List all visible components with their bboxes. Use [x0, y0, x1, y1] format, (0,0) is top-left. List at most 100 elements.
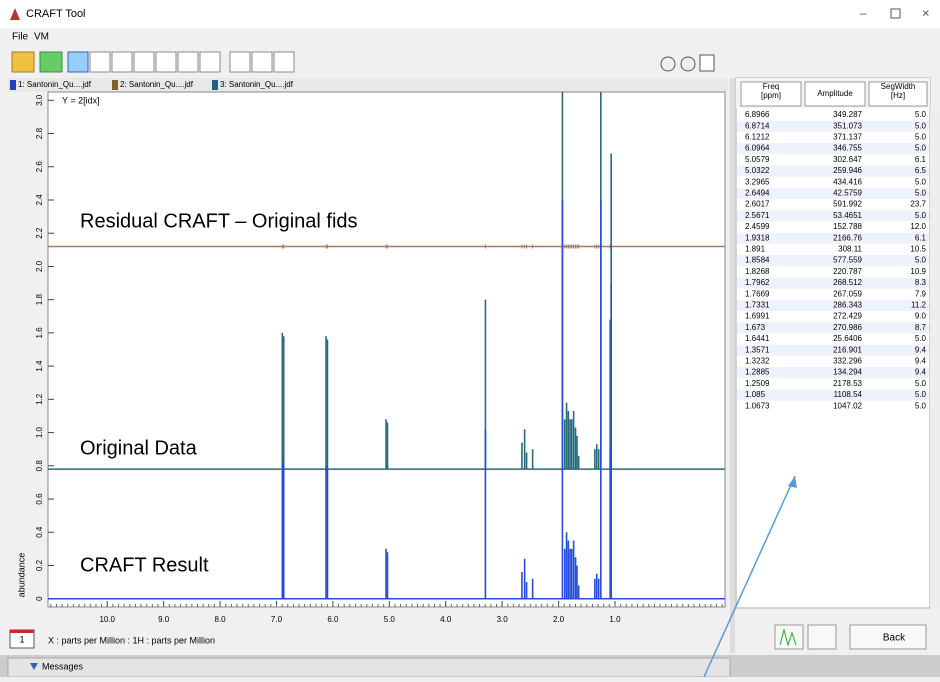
- tool-button[interactable]: [807, 624, 837, 650]
- table-cell: 5.0: [915, 390, 927, 399]
- tool-button[interactable]: [251, 51, 273, 73]
- spectrum-button[interactable]: [774, 624, 804, 650]
- table-cell: 9.0: [915, 312, 927, 321]
- title-bar: [0, 0, 940, 28]
- tool-button[interactable]: [111, 51, 133, 73]
- table-cell: 1.7962: [745, 278, 770, 287]
- table-cell: 23.7: [910, 200, 926, 209]
- spectrum-icon: [779, 628, 797, 647]
- table-cell: 10.9: [910, 267, 926, 276]
- spectra: [48, 92, 725, 600]
- table-cell: 3.2965: [745, 177, 770, 186]
- plot-area: [47, 91, 726, 608]
- splitter[interactable]: [730, 78, 735, 653]
- x-tick-label: 5.0: [384, 615, 396, 624]
- y-tick-label: 0.2: [35, 559, 44, 571]
- table-cell: 1.3232: [745, 357, 770, 366]
- back-button[interactable]: [849, 624, 927, 650]
- tab-color: [212, 80, 218, 90]
- minimize-button[interactable]: –: [860, 6, 867, 20]
- table-cell: 220.787: [833, 267, 862, 276]
- table-cell: 5.0: [915, 401, 927, 410]
- tool-button[interactable]: [177, 51, 199, 73]
- y-tick-label: 0: [35, 596, 44, 601]
- table-cell: 6.0964: [745, 144, 770, 153]
- open-button[interactable]: [11, 51, 35, 73]
- tab[interactable]: 1: Santonin_Qu....jdf: [18, 80, 92, 89]
- toolbar: [11, 51, 715, 73]
- scrollbar[interactable]: [930, 108, 940, 608]
- tab[interactable]: 3: Santonin_Qu....jdf: [220, 80, 294, 89]
- page-number: 1: [19, 634, 24, 644]
- table-cell: 268.512: [833, 278, 862, 287]
- pan-button[interactable]: [89, 51, 111, 73]
- table-cell: 5.0: [915, 211, 927, 220]
- table-cell: 1.6441: [745, 334, 770, 343]
- table-cell: 5.0: [915, 133, 927, 142]
- tool-button[interactable]: [229, 51, 251, 73]
- arrow: [703, 475, 796, 678]
- table-cell: 5.0: [915, 379, 927, 388]
- menu-vm[interactable]: VM: [34, 32, 49, 43]
- menu-file[interactable]: File: [12, 32, 29, 43]
- tab-strip: [8, 78, 728, 92]
- table-row: [737, 367, 929, 379]
- table-row: [737, 165, 929, 177]
- y-tick-label: 2.0: [35, 260, 44, 272]
- maximize-button[interactable]: [890, 8, 901, 19]
- table-cell: 270.986: [833, 323, 862, 332]
- table-cell: 7.9: [915, 289, 927, 298]
- header-cell[interactable]: [740, 81, 802, 107]
- x-tick-label: 7.0: [271, 615, 283, 624]
- table-cell: 302.647: [833, 155, 862, 164]
- tool-button[interactable]: [155, 51, 177, 73]
- table-cell: 134.294: [833, 368, 862, 377]
- y-tick-label: 1.6: [35, 327, 44, 339]
- tool-button[interactable]: [273, 51, 295, 73]
- zoom-button[interactable]: [67, 51, 89, 73]
- table-row: [737, 232, 929, 244]
- table-cell: 259.946: [833, 166, 862, 175]
- x-tick-label: 4.0: [440, 615, 452, 624]
- table-row: [737, 143, 929, 155]
- table-cell: 5.0: [915, 256, 927, 265]
- tool-button[interactable]: [199, 51, 221, 73]
- table-cell: 2.6017: [745, 200, 770, 209]
- tool-button[interactable]: [133, 51, 155, 73]
- x-tick-label: 6.0: [327, 615, 339, 624]
- x-tick-label: 8.0: [215, 615, 227, 624]
- y-tick-label: 0.8: [35, 460, 44, 472]
- table-cell: 6.1212: [745, 133, 770, 142]
- shift-button[interactable]: [680, 56, 696, 72]
- table-cell: 53.4651: [833, 211, 862, 220]
- tool-button[interactable]: [39, 51, 63, 73]
- header-amplitude: Amplitude: [817, 89, 853, 98]
- y-tick-label: 2.2: [35, 227, 44, 239]
- menu-bar: [0, 28, 940, 44]
- header-cell[interactable]: [868, 81, 928, 107]
- table-row: [737, 210, 929, 222]
- tab[interactable]: 2: Santonin_Qu....jdf: [120, 80, 194, 89]
- table-row: [737, 322, 929, 334]
- close-button[interactable]: ×: [922, 5, 930, 20]
- view-button[interactable]: [699, 54, 715, 72]
- messages-label: Messages: [42, 661, 84, 671]
- table-cell: 1.8584: [745, 256, 770, 265]
- y-tick-label: 1.4: [35, 360, 44, 372]
- expand-icon: [30, 663, 38, 670]
- table-cell: 434.416: [833, 177, 862, 186]
- table-cell: 332.296: [833, 357, 862, 366]
- x-tick-label: 1.0: [609, 615, 621, 624]
- table-cell: 9.4: [915, 368, 927, 377]
- table-cell: 5.0322: [745, 166, 770, 175]
- table-cell: 9.4: [915, 345, 927, 354]
- table-cell: 5.0: [915, 334, 927, 343]
- table-cell: 1.6991: [745, 312, 770, 321]
- messages-tab[interactable]: [7, 657, 731, 678]
- y-tick-label: 0.4: [35, 526, 44, 538]
- table-cell: 267.059: [833, 289, 862, 298]
- table-cell: 6.1: [915, 155, 927, 164]
- crosshair-button[interactable]: [660, 56, 676, 72]
- header-cell[interactable]: [804, 81, 866, 107]
- table-cell: 8.7: [915, 323, 927, 332]
